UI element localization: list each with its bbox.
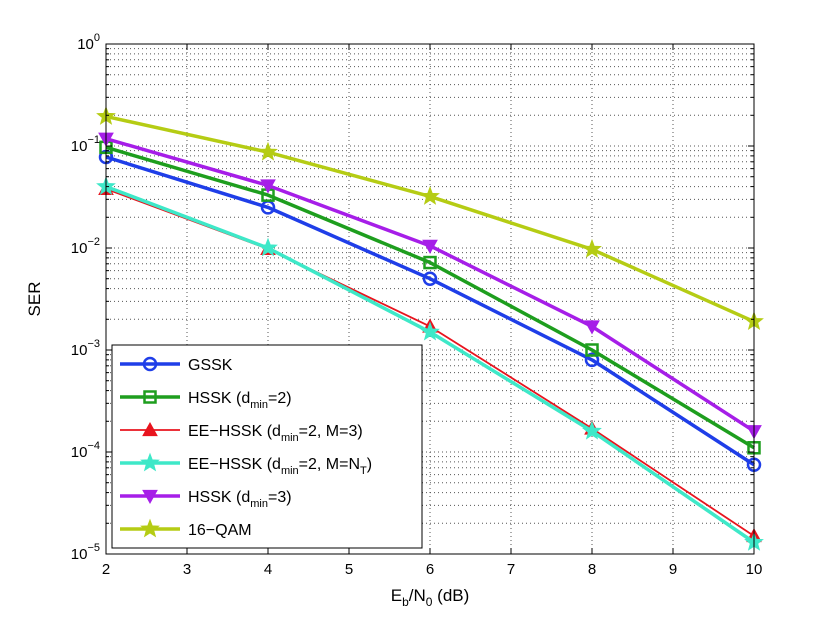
legend-label: 16−QAM [188,522,252,539]
data-point-eehsskNT [420,321,440,341]
x-tick-label: 5 [345,561,353,578]
data-point-hssk2 [423,255,437,270]
x-tick-label: 6 [426,561,434,578]
data-point-eehsskNT [582,420,602,440]
data-point-hssk3 [260,179,276,194]
x-axis-label: Eb/N0 (dB) [391,586,470,609]
y-tick-label: 10−1 [71,134,100,155]
x-tick-label: 4 [264,561,272,578]
series-line-hssk2 [105,145,755,450]
y-tick-label: 100 [77,32,100,53]
legend-marker [140,452,160,472]
data-point-hssk3 [584,320,600,335]
legend-marker [143,390,157,404]
y-tick-label: 10−5 [71,542,100,563]
legend: GSSK HSSK (dmin=2) EE−HSSK (dmin=2, M=3) EE… [111,344,423,549]
legend-label: GSSK [188,357,233,374]
legend-marker [142,489,158,505]
x-tick-label: 10 [746,561,763,578]
legend-label: EE−HSSK (dmin=2, M=3) [188,423,363,444]
legend-label: HSSK (dmin=2) [188,390,292,411]
legend-marker [142,356,158,372]
y-tick-label: 10−2 [71,236,100,257]
legend-item-hssk3: HSSK (dmin=3) [120,489,292,510]
data-point-eehsskNT [258,237,278,257]
data-point-hssk2 [585,343,599,357]
series-line-gssk [105,155,755,467]
y-tick-label: 10−3 [71,338,100,359]
legend-marker [140,518,160,538]
data-point-qam16 [258,141,278,161]
x-tick-label: 3 [183,561,191,578]
legend-item-eehssk3: EE−HSSK (dmin=2, M=3) [120,421,363,444]
y-tick-label: 10−4 [71,440,100,461]
x-tick-label: 9 [669,561,677,578]
legend-label: EE−HSSK (dmin=2, M=NT) [188,456,372,477]
data-point-qam16 [582,238,602,258]
y-axis-label: SER [25,282,44,317]
legend-label: HSSK (dmin=3) [188,489,292,510]
data-point-gssk [584,352,600,368]
x-tick-label: 7 [507,561,515,578]
legend-item-hssk2: HSSK (dmin=2) [120,390,292,411]
legend-item-gssk: GSSK [120,356,233,374]
x-tick-label: 8 [588,561,596,578]
legend-marker [142,421,158,437]
axes: 2 3 4 5 6 7 8 9 10 100 10−1 10−2 10−3 10−4 10−5 SER Eb/N… [25,32,762,609]
data-point-qam16 [420,186,440,205]
x-tick-label: 2 [102,561,110,578]
data-point-hssk3 [422,239,438,254]
legend-item-qam16: 16−QAM [120,518,252,539]
legend-box [111,344,423,549]
data-point-gssk [422,271,438,286]
legend-item-eehsskNT: EE−HSSK (dmin=2, M=NT) [120,452,372,477]
series-line-qam16 [105,114,755,324]
